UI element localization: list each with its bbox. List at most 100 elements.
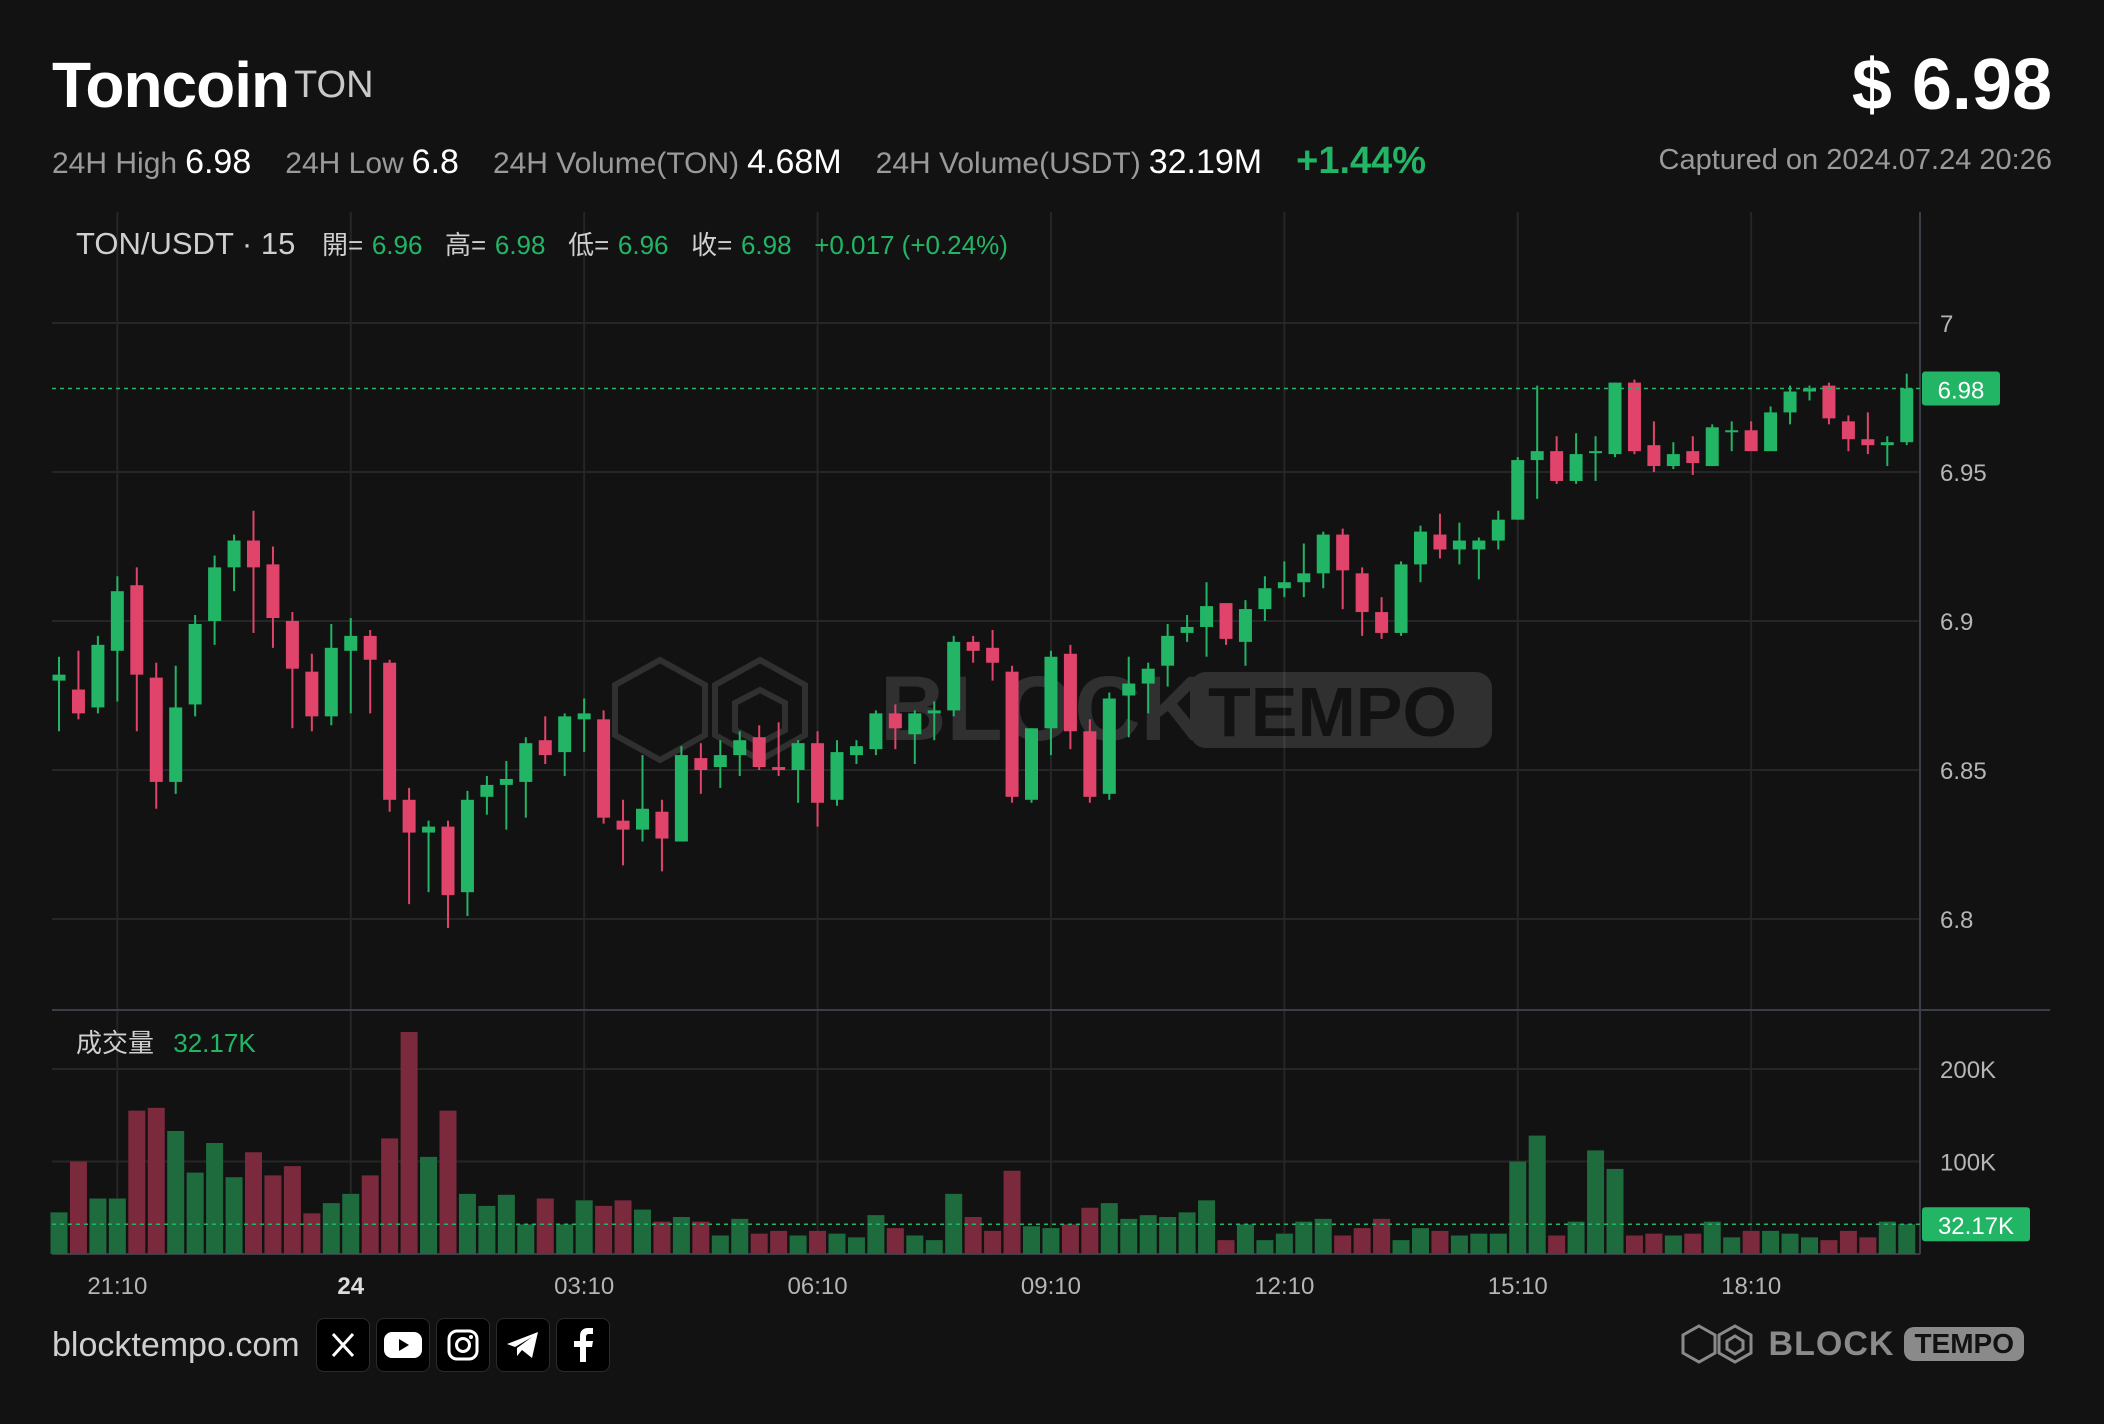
volume-bar — [1373, 1218, 1391, 1254]
volume-tick-label: 100K — [1940, 1150, 1996, 1177]
brand-cube-icon — [1681, 1324, 1753, 1364]
volume-bar — [536, 1198, 554, 1254]
candle-body — [713, 755, 727, 768]
volume-bar — [1275, 1233, 1293, 1254]
volume-bar — [264, 1175, 282, 1254]
telegram-icon[interactable] — [496, 1318, 550, 1372]
candle-body — [1491, 519, 1505, 541]
time-tick-label: 21:10 — [87, 1273, 147, 1300]
candle-body — [285, 621, 299, 669]
candle-body — [1355, 573, 1369, 613]
volume-bar — [1625, 1235, 1643, 1254]
volume-bar — [1120, 1218, 1138, 1254]
candle-body — [947, 641, 961, 711]
captured-timestamp: Captured on 2024.07.24 20:26 — [1658, 144, 2052, 176]
candle-body — [1161, 635, 1175, 666]
candle-body — [1861, 439, 1875, 446]
footer-site-link[interactable]: blocktempo.com — [52, 1326, 300, 1364]
stat-value-volume-usdt: 32.19M — [1148, 143, 1263, 181]
legend-low-label: 低= — [568, 230, 609, 260]
candle-body — [1841, 421, 1855, 440]
candle-body — [1608, 382, 1622, 455]
candle-body — [1511, 460, 1525, 520]
volume-bar — [186, 1172, 204, 1254]
price-tick-label: 6.8 — [1940, 907, 1973, 934]
volume-bar — [50, 1212, 68, 1254]
candle-body — [1803, 388, 1816, 392]
volume-bar — [517, 1224, 535, 1254]
legend-high: 6.98 — [495, 230, 546, 260]
time-tick-label: 09:10 — [1021, 1273, 1081, 1300]
facebook-icon[interactable] — [556, 1318, 610, 1372]
volume-bar — [809, 1230, 827, 1254]
volume-bar — [906, 1235, 924, 1254]
chart-legend: TON/USDT · 15 開= 6.96 高= 6.98 低= 6.96 收=… — [76, 226, 1008, 261]
volume-bar — [1509, 1161, 1527, 1254]
volume-bar — [303, 1213, 321, 1254]
coin-name: Toncoin — [52, 49, 290, 121]
candle-body — [1044, 656, 1058, 729]
candle-body — [1336, 534, 1350, 571]
watermark-word-block: BLOCK — [880, 658, 1207, 760]
volume-bars — [50, 1032, 1916, 1254]
candle-body — [1550, 451, 1564, 481]
instagram-icon[interactable] — [436, 1318, 490, 1372]
volume-bar — [634, 1209, 651, 1254]
candle-body — [1141, 668, 1155, 684]
candle-body — [1180, 626, 1194, 633]
legend-change: +0.017 (+0.24%) — [814, 230, 1008, 260]
candle-body — [305, 671, 319, 717]
volume-bar — [711, 1235, 729, 1254]
stat-value-low: 6.8 — [411, 143, 459, 181]
candle-body — [1744, 430, 1758, 452]
time-tick-label: 12:10 — [1254, 1273, 1314, 1300]
candle-body — [1258, 588, 1272, 610]
volume-bar — [245, 1152, 262, 1254]
candle-body — [694, 758, 708, 770]
volume-bar — [1645, 1233, 1663, 1254]
volume-bar — [1820, 1240, 1838, 1254]
youtube-icon[interactable] — [376, 1318, 430, 1372]
volume-bar — [1742, 1230, 1760, 1254]
candle-body — [247, 540, 260, 568]
volume-bar — [614, 1200, 632, 1254]
volume-bar — [750, 1233, 768, 1254]
candle-body — [908, 713, 922, 735]
candle-body — [1705, 427, 1719, 467]
brand-word-block: BLOCK — [1768, 1324, 1895, 1363]
volume-bar — [1023, 1226, 1040, 1254]
candle-body — [499, 778, 513, 785]
candle-body — [71, 689, 85, 714]
time-tick-label: 06:10 — [788, 1273, 848, 1300]
volume-bar — [847, 1237, 865, 1254]
volume-tick-label: 200K — [1940, 1057, 1996, 1084]
candle-body — [577, 713, 591, 720]
volume-bar — [225, 1177, 243, 1254]
candle-body — [519, 743, 533, 782]
candle-body — [1764, 412, 1778, 452]
candle-body — [1783, 391, 1797, 413]
volume-bar — [1781, 1233, 1799, 1254]
time-tick-label: 15:10 — [1488, 1273, 1548, 1300]
candle-body — [830, 752, 844, 800]
volume-bar — [497, 1194, 515, 1254]
volume-bar — [458, 1193, 476, 1254]
volume-bar — [867, 1215, 885, 1254]
candle-body — [1569, 454, 1583, 481]
candle-body — [149, 677, 163, 782]
volume-bar — [1159, 1217, 1177, 1254]
stats-bar: 24H High 6.98 24H Low 6.8 24H Volume(TON… — [52, 140, 1426, 183]
volume-bar — [478, 1205, 496, 1254]
brand-logo: BLOCK TEMPO — [1679, 1322, 2024, 1366]
volume-bar — [925, 1240, 943, 1254]
watermark-word-tempo: TEMPO — [1208, 673, 1457, 751]
candle-body — [1394, 564, 1408, 633]
legend-low: 6.96 — [618, 230, 669, 260]
time-tick-label: 03:10 — [554, 1273, 614, 1300]
price-tick-label: 6.9 — [1940, 609, 1973, 636]
volume-bar — [400, 1032, 418, 1254]
candle-body — [674, 755, 688, 842]
x-icon[interactable] — [316, 1318, 370, 1372]
legend-open-label: 開= — [322, 230, 363, 260]
